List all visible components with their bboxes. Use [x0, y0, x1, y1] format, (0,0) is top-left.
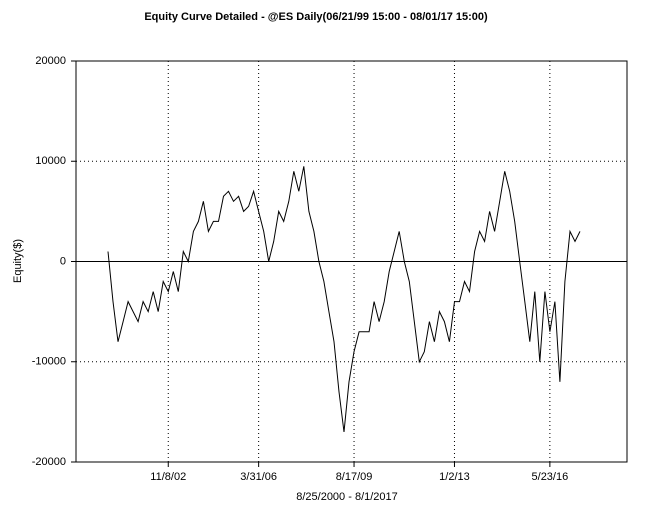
x-tick-label: 5/23/16: [532, 471, 569, 483]
x-tick-label: 8/17/09: [336, 471, 373, 483]
y-tick-label: 0: [60, 255, 66, 267]
y-tick-label: 20000: [35, 55, 66, 67]
x-tick-label: 1/2/13: [439, 471, 470, 483]
x-axis-label: 8/25/2000 - 8/1/2017: [296, 491, 398, 503]
y-tick-label: -10000: [32, 356, 66, 368]
chart-title: Equity Curve Detailed - @ES Daily(06/21/…: [144, 11, 488, 23]
x-tick-label: 3/31/06: [240, 471, 277, 483]
y-tick-label: -20000: [32, 456, 66, 468]
y-tick-label: 10000: [35, 155, 66, 167]
y-axis-label: Equity($): [12, 239, 24, 283]
x-tick-label: 11/8/02: [150, 471, 186, 483]
equity-line: [107, 166, 581, 432]
